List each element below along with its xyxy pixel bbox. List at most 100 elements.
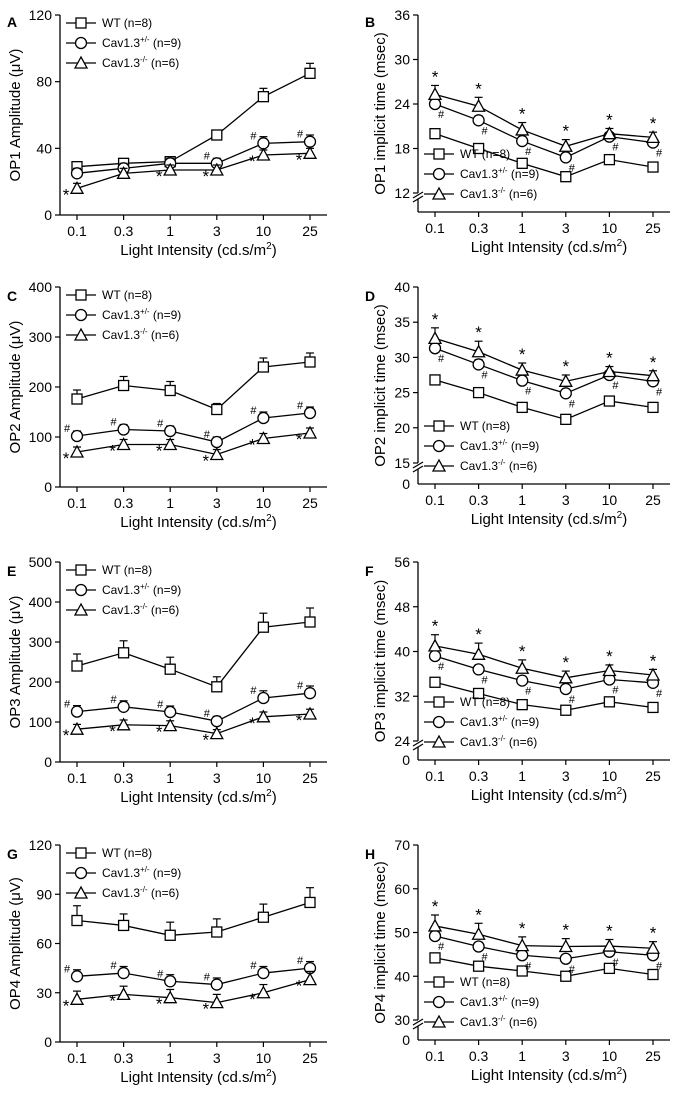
legend-square-marker [433,696,445,708]
series-square [429,952,659,982]
x-axis-title: Light Intensity (cd.s/m2) [120,241,276,259]
hash-mark: # [612,380,619,392]
data-point [302,425,318,439]
y-tick-label: 56 [394,554,410,570]
panel-e: E 0 100 200 300 400 500 0.1 0.3 1 3 10 25 Light Inten… [7,554,327,806]
series-square [71,887,316,941]
data-point [163,437,178,451]
panel-f: F 24 32 40 48 56 0 0.1 0.3 1 3 10 25 Light Intensity … [365,554,670,804]
data-point [304,67,316,79]
x-tick-label: 1 [518,492,526,508]
star-mark: * [63,185,70,204]
series-line [76,432,311,456]
x-axis-title: Light Intensity (cd.s/m2) [120,513,276,531]
data-point [256,147,271,161]
data-point [69,444,85,458]
legend-label: WT (n=8) [460,419,510,433]
panel-letter: A [7,14,17,30]
x-axis-title: Light Intensity (cd.s/m2) [120,788,276,806]
hash-mark: # [438,661,445,673]
y-axis-title: OP3 implicit time (msec) [372,580,389,743]
star-mark: * [63,449,70,468]
axis-break-mark [412,1022,424,1030]
legend-label: Cav1.3+/- (n=9) [102,582,181,597]
star-mark: * [156,723,163,742]
data-point [257,91,270,103]
legend-circle-marker [74,36,88,50]
y-tick-label: 0 [402,752,410,768]
data-point [210,435,223,449]
legend-label: WT (n=8) [460,695,510,709]
data-point [257,411,270,425]
star-mark: * [63,996,70,1015]
data-point [70,429,84,443]
series-line [434,133,654,178]
legend-square-marker [75,847,87,859]
star-mark: * [109,442,116,461]
y-tick-label: 30 [394,52,410,68]
data-point [256,985,271,999]
star-mark: * [606,922,613,941]
hash-mark: # [482,952,489,964]
series-line [434,93,654,147]
y-axis-title: OP2 Amplitude (μV) [7,321,24,454]
series-triangle [427,634,661,684]
hash-mark: # [438,941,445,953]
x-tick-label: 10 [602,220,618,236]
data-point [117,919,130,932]
star-mark: * [650,924,657,943]
data-point [257,621,270,633]
y-tick-label: 30 [394,1012,410,1028]
star-mark: * [296,430,303,449]
data-point [472,358,485,371]
data-point [645,130,661,144]
legend-label: Cav1.3-/- (n=6) [460,458,537,473]
star-mark: * [432,67,439,86]
data-point [602,663,617,677]
star-mark: * [249,436,256,455]
x-tick-label: 3 [213,1050,221,1066]
legend-label: Cav1.3-/- (n=6) [460,734,537,749]
x-tick-label: 3 [213,223,221,239]
panel-letter: F [365,563,374,579]
star-mark: * [432,897,439,916]
data-point [304,896,316,909]
legend-label: Cav1.3+/- (n=9) [102,865,181,880]
y-tick-label: 0 [44,479,52,495]
legend-label: Cav1.3+/- (n=9) [460,714,539,729]
legend-square-marker [433,148,445,160]
panel-letter: G [7,846,18,862]
data-point [427,87,443,101]
hash-mark: # [250,685,257,697]
legend-circle-marker [432,167,446,181]
panel-letter: C [7,288,17,304]
data-point [117,379,130,392]
data-point [209,162,224,176]
star-mark: * [519,345,526,364]
x-tick-label: 25 [645,492,661,508]
x-tick-label: 0.1 [67,223,87,239]
star-mark: * [650,651,657,670]
y-tick-label: 100 [29,429,53,445]
legend-square-marker [75,564,87,576]
y-tick-label: 40 [394,644,410,660]
axis-break-mark [412,191,424,199]
y-tick-label: 80 [36,74,52,90]
data-point [645,368,661,382]
data-point [211,403,223,416]
hash-mark: # [64,963,71,975]
series-line [434,645,654,679]
panel-g: G 0 30 60 90 120 0.1 0.3 1 3 10 25 Light Intensity (… [7,837,327,1086]
panel-b: B 12 18 24 30 36 0.1 0.3 1 3 10 25 Light Intensity (… [365,7,670,256]
star-mark: * [202,1000,209,1019]
data-point [70,970,84,983]
x-tick-label: 1 [166,1050,174,1066]
series-line [76,978,311,1004]
data-point [427,331,443,345]
legend-square-marker [75,17,87,29]
data-point [211,129,223,141]
y-tick-label: 70 [394,837,410,853]
data-point [603,962,616,975]
axis-break-mark [412,461,424,469]
data-point [164,424,177,438]
